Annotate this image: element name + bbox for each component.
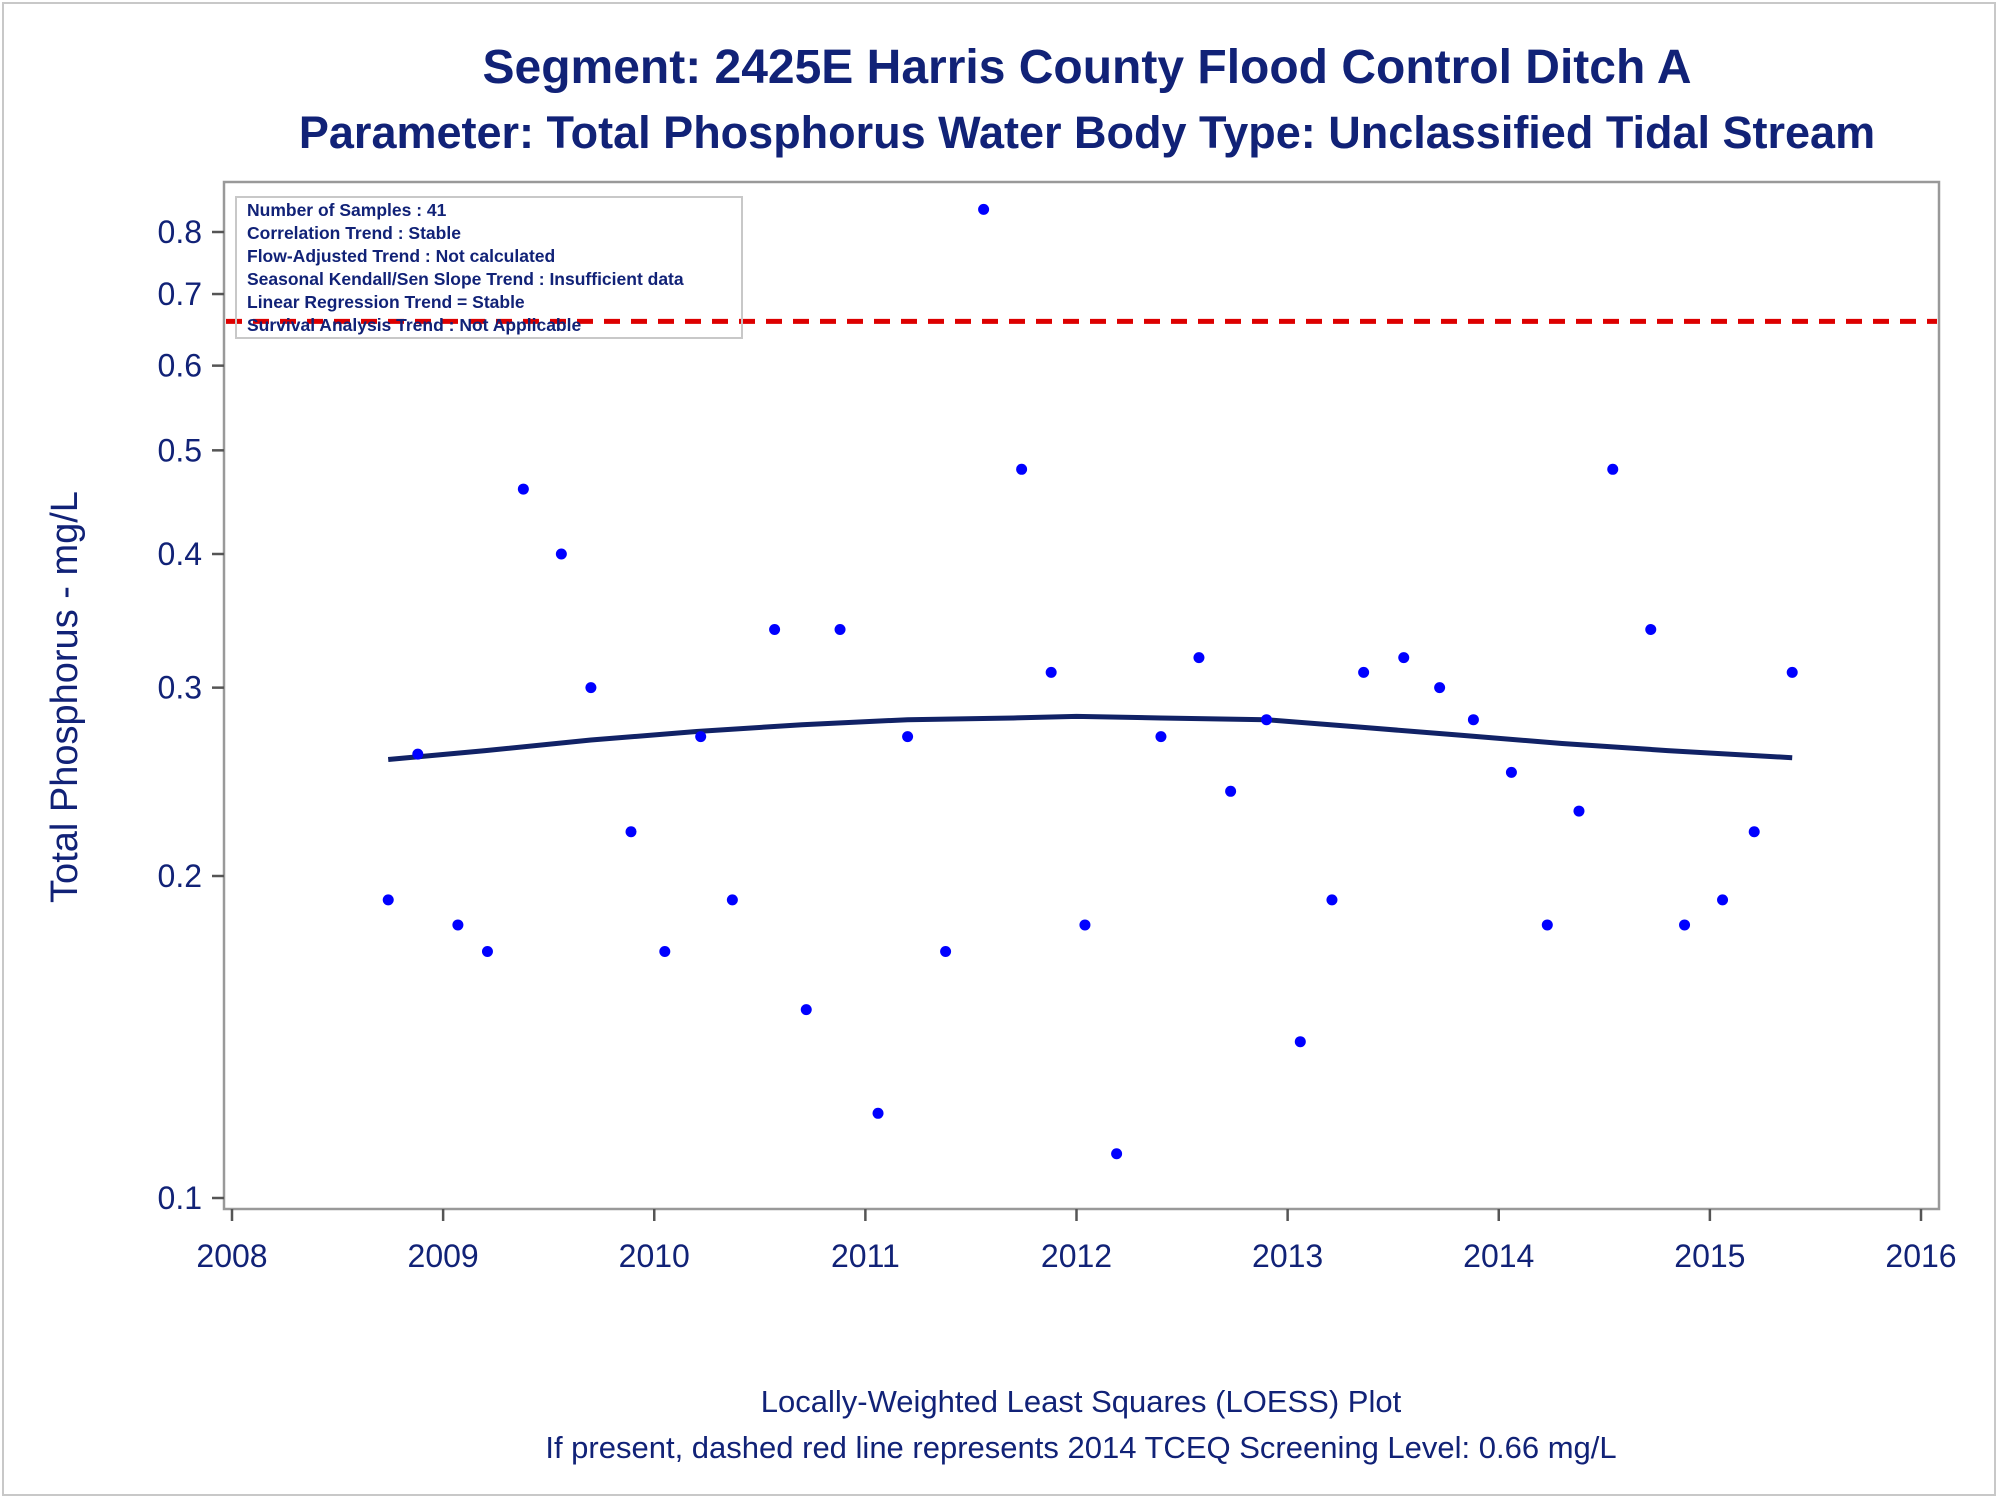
sample-point-13 [800,1004,812,1016]
y-tick-label-0.1: 0.1 [158,1180,202,1216]
x-tick-label-2008: 2008 [196,1238,267,1274]
y-tick-label-0.8: 0.8 [158,214,202,250]
x-tick-label-2010: 2010 [619,1238,690,1274]
y-tick-label-0.5: 0.5 [158,432,202,468]
chart-title: Segment: 2425E Harris County Flood Contr… [482,41,1691,94]
sample-point-2 [412,748,424,760]
sample-point-14 [834,623,846,635]
x-tick-label-2009: 2009 [408,1238,479,1274]
y-tick-label-0.3: 0.3 [158,670,202,706]
loess-curve [387,713,1793,762]
sample-point-23 [1155,731,1167,743]
stats-line-survival: Survival Analysis Trend : Not Applicable [247,315,581,335]
sample-point-36 [1607,463,1619,475]
sample-point-19 [1016,463,1028,475]
sample-point-33 [1505,766,1517,778]
sample-point-8 [625,826,637,838]
sample-point-32 [1467,714,1479,726]
y-tick-label-0.2: 0.2 [158,858,202,894]
x-tick-label-2014: 2014 [1463,1238,1534,1274]
sample-point-9 [659,945,671,957]
sample-point-18 [978,203,990,215]
x-tick-label-2011: 2011 [831,1238,900,1274]
y-tick-label-0.7: 0.7 [158,276,202,312]
sample-point-39 [1717,894,1729,906]
sample-points [382,203,1798,1160]
sample-point-41 [1786,666,1798,678]
x-axis: 2008 2009 2010 2011 2012 2013 2014 2015 2016 [196,1209,1957,1274]
sample-point-3 [452,919,464,931]
stats-line-linear-regression: Linear Regression Trend = Stable [247,292,525,312]
sample-point-40 [1748,826,1760,838]
chart-subtitle: Parameter: Total Phosphorus Water Body T… [299,107,1875,158]
sample-point-10 [695,731,707,743]
sample-point-11 [726,894,738,906]
sample-point-7 [585,682,597,694]
sample-point-37 [1645,623,1657,635]
stats-line-samples: Number of Samples : 41 [247,200,447,220]
footnote-loess: Locally-Weighted Least Squares (LOESS) P… [761,1384,1402,1419]
y-tick-label-0.4: 0.4 [158,536,202,572]
sample-point-29 [1358,666,1370,678]
plot-area [222,180,1941,1211]
sample-point-22 [1111,1148,1123,1160]
sample-point-21 [1079,919,1091,931]
stats-line-flow-adjusted: Flow-Adjusted Trend : Not calculated [247,246,555,266]
sample-point-34 [1541,919,1553,931]
sample-point-17 [940,945,952,957]
sample-point-26 [1261,714,1273,726]
x-tick-label-2015: 2015 [1674,1238,1745,1274]
stats-box-border [235,196,743,339]
x-tick-label-2013: 2013 [1252,1238,1323,1274]
sample-point-15 [872,1107,884,1119]
stats-box: Number of Samples : 41 Correlation Trend… [235,196,743,339]
sample-point-25 [1225,785,1237,797]
sample-point-35 [1573,805,1585,817]
sample-point-4 [481,945,493,957]
sample-point-12 [769,623,781,635]
x-tick-label-2016: 2016 [1885,1238,1956,1274]
footnote-screening: If present, dashed red line represents 2… [545,1430,1616,1465]
sample-point-5 [517,483,529,495]
sample-point-16 [902,731,914,743]
y-axis-title: Total Phosphorus - mg/L [44,491,86,903]
y-tick-label-0.6: 0.6 [158,348,202,384]
y-axis: 0.1 0.2 0.3 0.4 0.5 0.6 0.7 0.8 [158,214,224,1216]
sample-point-38 [1679,919,1691,931]
sample-point-31 [1434,682,1446,694]
x-tick-label-2012: 2012 [1041,1238,1112,1274]
sample-point-20 [1045,666,1057,678]
stats-line-correlation: Correlation Trend : Stable [247,223,461,243]
sample-point-28 [1326,894,1338,906]
sample-point-6 [555,548,567,560]
stats-line-seasonal-kendall: Seasonal Kendall/Sen Slope Trend : Insuf… [247,269,684,289]
sample-point-30 [1398,652,1410,664]
sample-point-24 [1193,652,1205,664]
sample-point-27 [1294,1036,1306,1048]
sample-point-1 [382,894,394,906]
